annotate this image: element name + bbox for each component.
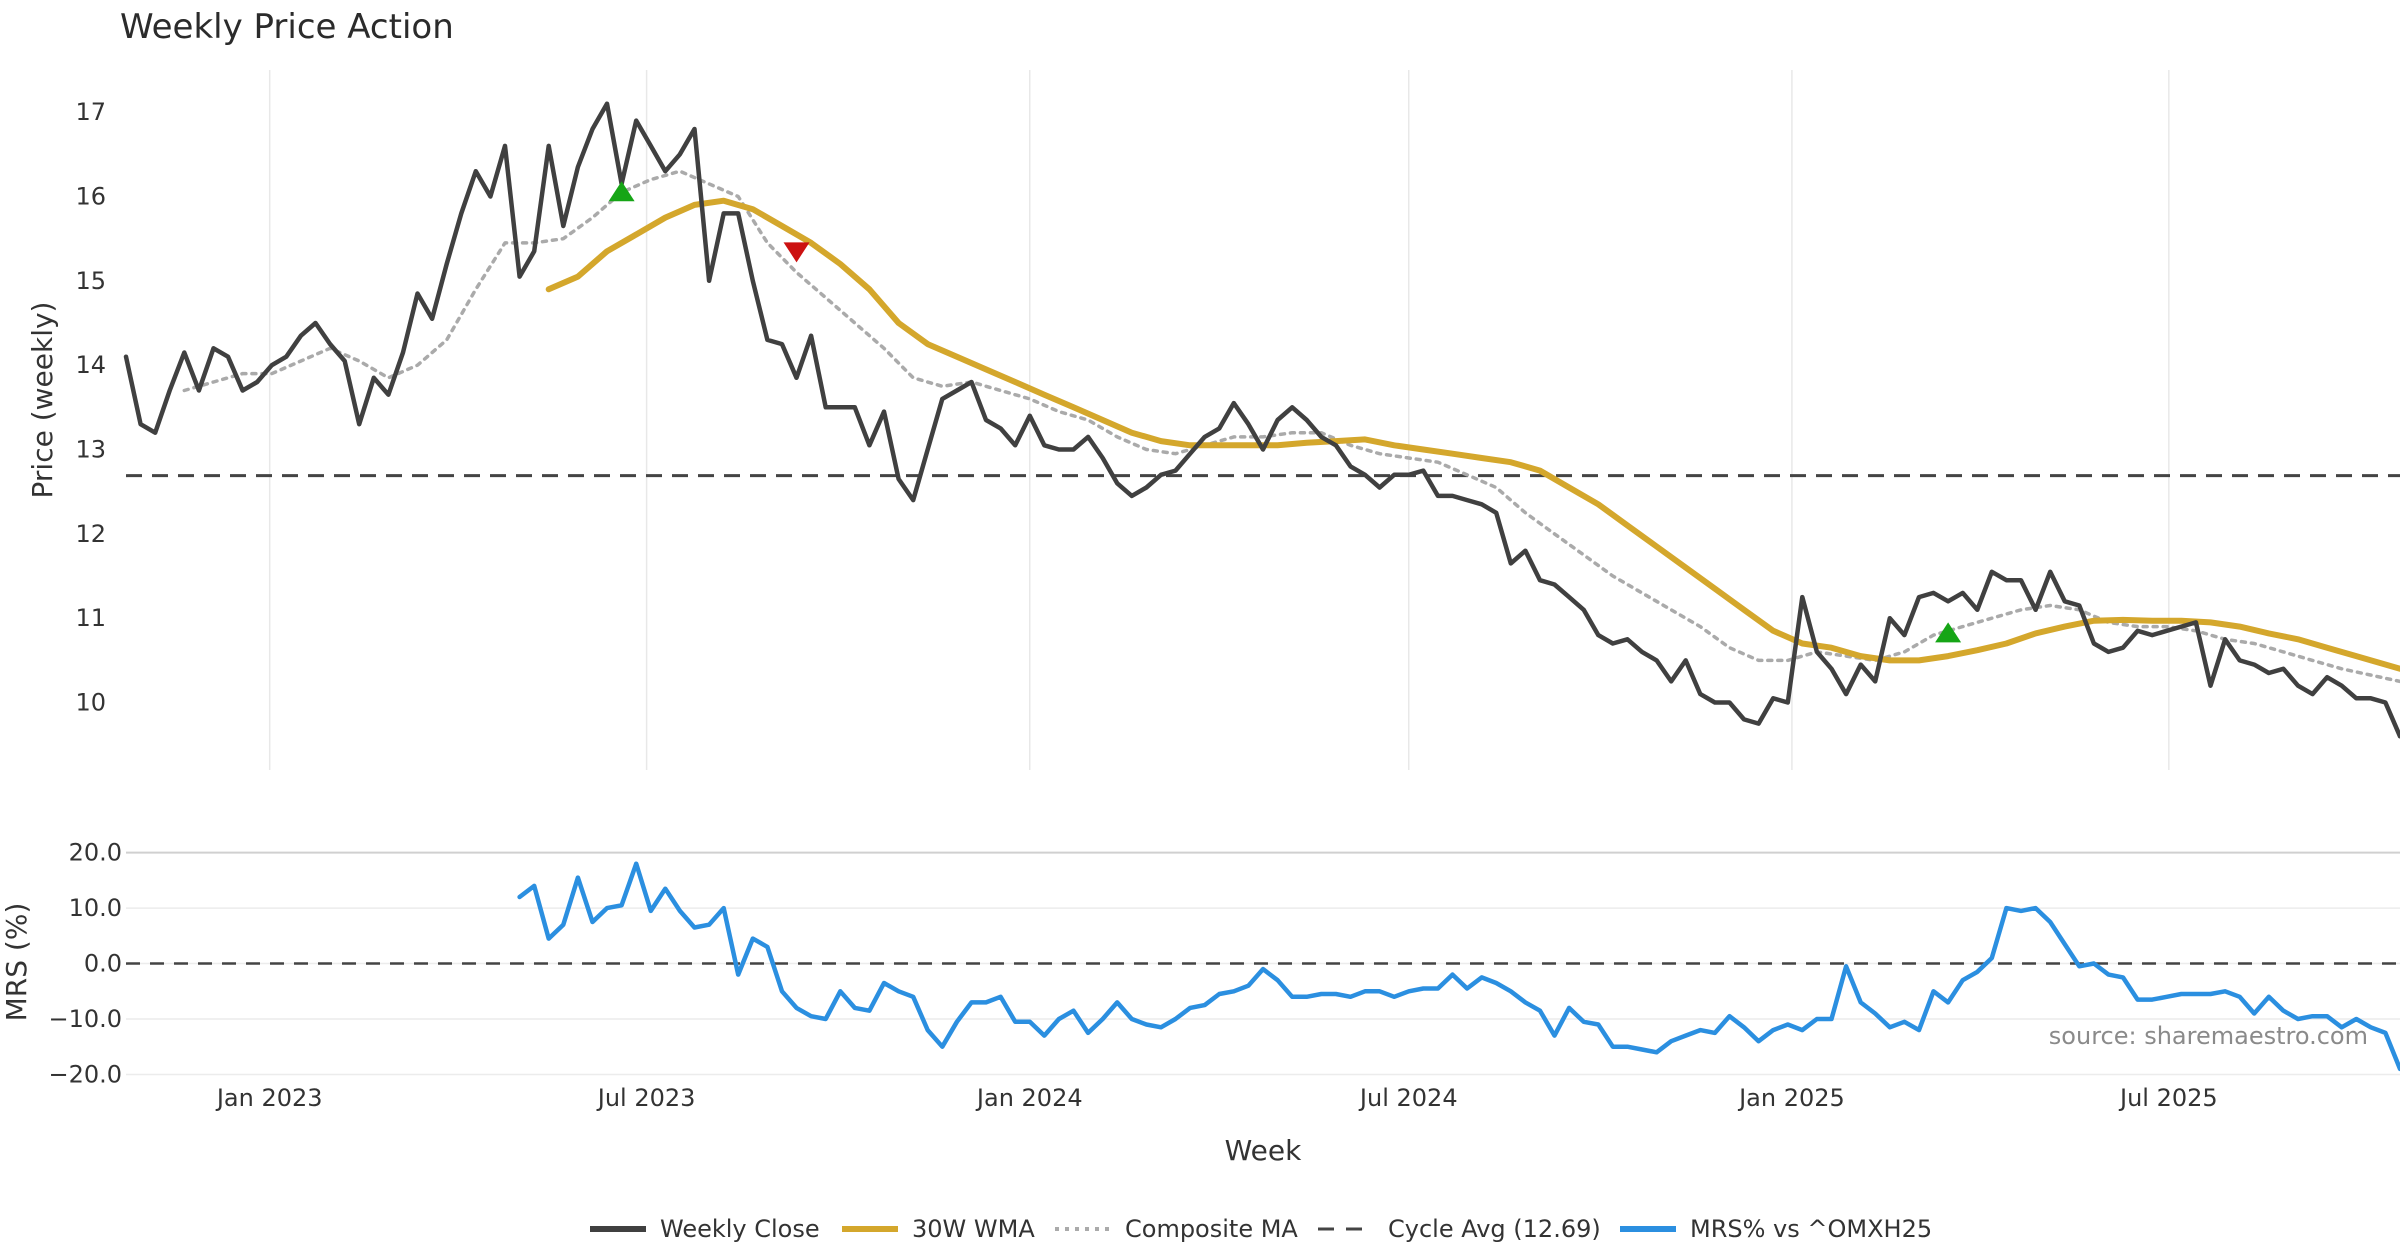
source-note: source: sharemaestro.com [2049,1022,2368,1050]
price-y-tick-label: 12 [75,520,106,548]
legend-label: 30W WMA [912,1215,1035,1243]
mrs-y-tick-label: 10.0 [69,894,122,922]
legend-item: Composite MA [1055,1215,1298,1243]
sell-signal-marker [783,242,810,263]
mrs-panel [126,861,2400,1072]
legend-label: Cycle Avg (12.69) [1388,1215,1601,1243]
legend-label: Composite MA [1125,1215,1298,1243]
price-y-tick-label: 10 [75,689,106,717]
wma-30w-line [545,197,2400,672]
mrs-y-tick-label: −10.0 [48,1005,122,1033]
price-y-tick-label: 16 [75,183,106,211]
mrs-y-tick-label: 0.0 [84,950,122,978]
x-tick-label: Jan 2023 [215,1084,323,1112]
x-tick-label: Jan 2025 [1737,1084,1845,1112]
mrs-y-tick-label: −20.0 [48,1060,122,1088]
mrs-line [517,861,2400,1072]
price-y-tick-label: 17 [75,98,106,126]
chart-title: Weekly Price Action [120,7,454,47]
grid [126,70,2400,1076]
price-y-tick-label: 14 [75,351,106,379]
legend-label: Weekly Close [660,1215,820,1243]
price-y-tick-label: 11 [75,604,106,632]
x-axis-title: Week [1225,1134,1302,1167]
buy-signal-marker [608,181,635,202]
legend: Weekly Close 30W WMA Composite MA Cycle Avg… [590,1215,1932,1243]
mrs-y-tick-label: 20.0 [69,839,122,867]
legend-item: Weekly Close [590,1215,820,1243]
x-tick-label: Jul 2025 [2118,1084,2218,1112]
price-axis-title: Price (weekly) [26,302,59,499]
weekly-close-line [123,101,2400,739]
x-tick-label: Jul 2023 [596,1084,696,1112]
composite-ma-line [182,169,2400,684]
x-tick-label: Jul 2024 [1358,1084,1458,1112]
x-tick-label: Jan 2024 [975,1084,1083,1112]
price-y-tick-label: 15 [75,267,106,295]
legend-label: MRS% vs ^OMXH25 [1690,1215,1932,1243]
buy-signal-marker [1935,622,1962,643]
axes: Jan 2023 Jul 2023 Jan 2024 Jul 2024 Jan 2025… [48,98,2217,1112]
legend-item: MRS% vs ^OMXH25 [1620,1215,1932,1243]
price-panel [123,101,2400,739]
price-y-tick-label: 13 [75,436,106,464]
legend-item: 30W WMA [842,1215,1035,1243]
legend-item: Cycle Avg (12.69) [1318,1215,1601,1243]
mrs-axis-title: MRS (%) [0,903,33,1022]
